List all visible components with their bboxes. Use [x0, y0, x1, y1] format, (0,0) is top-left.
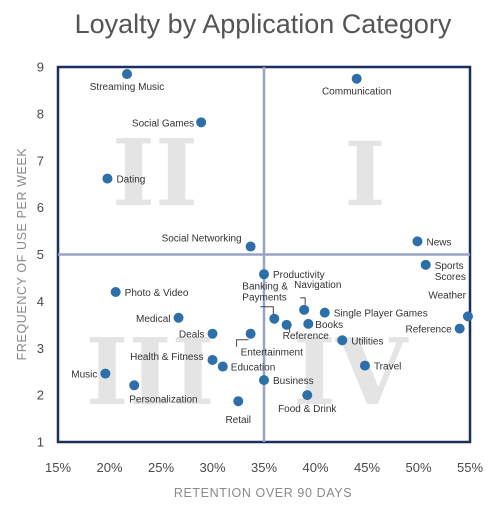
data-point	[217, 361, 228, 372]
data-point	[351, 73, 362, 84]
x-tick-label: 40%	[302, 460, 328, 475]
data-point	[173, 312, 184, 323]
point-label: Banking &	[242, 282, 288, 293]
x-tick-label: 55%	[457, 460, 483, 475]
quadrant-label-2: II	[112, 119, 198, 227]
data-point	[245, 241, 256, 252]
x-tick-label: 20%	[96, 460, 122, 475]
label-connector	[236, 339, 249, 347]
point-label: Business	[273, 376, 314, 387]
point-label: Payments	[242, 293, 286, 304]
data-point	[122, 69, 133, 80]
data-point	[207, 328, 218, 339]
label-connector	[260, 306, 274, 315]
point-label: Deals	[179, 330, 205, 341]
point-label: Health & Fitness	[130, 352, 203, 363]
data-point	[302, 390, 313, 401]
data-point	[412, 236, 423, 247]
point-label: Reference	[406, 325, 453, 336]
label-connector	[300, 297, 306, 305]
x-tick-label: 25%	[148, 460, 174, 475]
y-tick-label: 9	[37, 60, 44, 75]
point-label: Streaming Music	[90, 82, 164, 93]
axis-ticks: 15% 20% 25% 30% 35% 40% 45% 50% 55% 1 2 3 4 5 6 7 8 9	[37, 60, 484, 476]
point-label: Scores	[435, 272, 466, 283]
point-label: Utilities	[351, 336, 383, 347]
point-label: Photo & Video	[125, 288, 189, 299]
point-label: Reference	[283, 331, 330, 342]
point-label: Social Games	[132, 118, 194, 129]
data-point	[359, 360, 370, 371]
y-tick-label: 1	[37, 435, 44, 450]
data-point	[129, 380, 140, 391]
point-label: News	[426, 237, 451, 248]
y-tick-label: 5	[37, 247, 44, 262]
data-point	[299, 304, 310, 315]
data-point	[420, 259, 431, 270]
y-tick-label: 7	[37, 153, 44, 168]
x-tick-label: 35%	[251, 460, 277, 475]
point-label: Books	[315, 320, 343, 331]
point-label: Single Player Games	[334, 309, 428, 320]
data-point	[319, 307, 330, 318]
point-label: Navigation	[294, 280, 341, 291]
x-tick-label: 30%	[199, 460, 225, 475]
point-label: Communication	[322, 87, 391, 98]
point-label: Travel	[374, 362, 401, 373]
point-label: Medical	[136, 314, 170, 325]
data-point	[269, 313, 280, 324]
y-tick-label: 8	[37, 106, 44, 121]
quadrant-label-4: IV	[293, 318, 409, 426]
point-label: Social Networking	[162, 234, 242, 245]
y-tick-label: 3	[37, 341, 44, 356]
y-tick-label: 4	[37, 294, 44, 309]
data-point	[196, 117, 207, 128]
point-labels: Streaming Music Communication Social Games…	[71, 82, 466, 426]
point-label: Retail	[225, 415, 251, 426]
point-label: Personalization	[129, 394, 197, 405]
data-point	[462, 311, 473, 322]
chart-title: Loyalty by Application Category	[75, 9, 452, 39]
point-label: Food & Drink	[278, 404, 337, 415]
data-point	[100, 368, 111, 379]
data-points	[100, 69, 473, 407]
data-point	[337, 335, 348, 346]
data-point	[207, 354, 218, 365]
data-point	[233, 396, 244, 407]
x-tick-label: 15%	[45, 460, 71, 475]
data-point	[110, 287, 121, 297]
data-point	[245, 328, 256, 339]
point-label: Music	[71, 370, 97, 381]
x-tick-label: 45%	[354, 460, 380, 475]
point-label: Dating	[116, 175, 145, 186]
y-tick-label: 6	[37, 200, 44, 215]
data-point	[281, 319, 292, 330]
x-tick-label: 50%	[405, 460, 431, 475]
data-point	[259, 375, 269, 386]
quadrant-label-1: I	[344, 122, 385, 226]
point-label: Productivity	[273, 270, 325, 281]
point-label: Entertainment	[241, 348, 303, 359]
y-tick-label: 2	[37, 388, 44, 403]
data-point	[102, 173, 113, 184]
data-point	[303, 318, 314, 329]
x-axis-title: RETENTION OVER 90 DAYS	[174, 486, 352, 500]
point-label: Weather	[428, 290, 466, 301]
data-point	[454, 323, 465, 334]
point-label: Education	[231, 363, 275, 374]
y-axis-title: FREQUENCY OF USE PER WEEK	[15, 148, 29, 361]
data-point	[259, 269, 269, 280]
point-label: Sports	[435, 261, 464, 272]
